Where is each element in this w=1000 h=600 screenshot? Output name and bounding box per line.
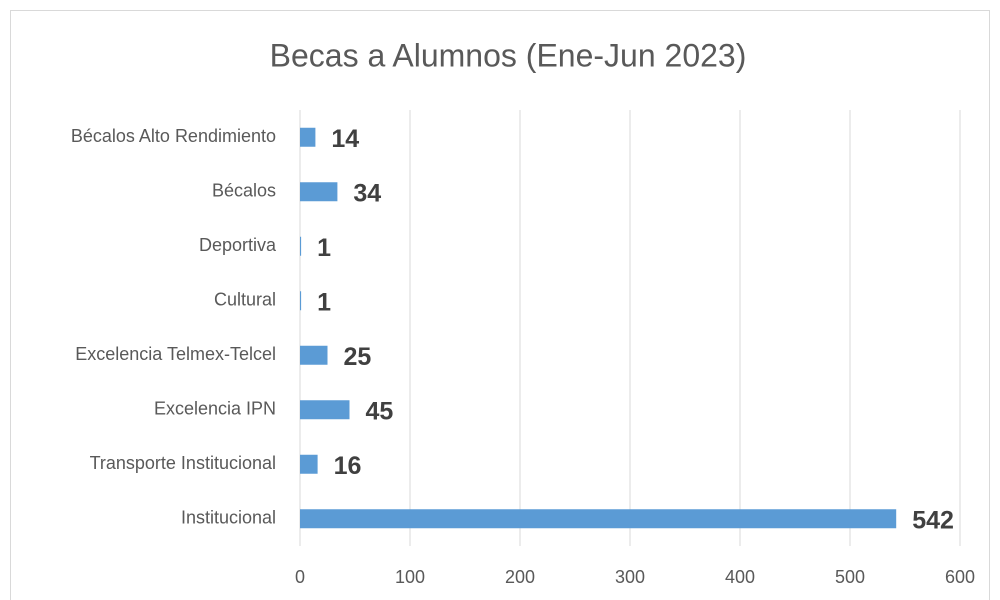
bar [300, 182, 338, 202]
y-tick-label: Excelencia Telmex-Telcel [75, 344, 276, 364]
value-label: 1 [317, 234, 331, 262]
value-label: 14 [331, 125, 359, 153]
y-tick-label: Deportiva [199, 235, 277, 255]
value-label: 542 [912, 506, 954, 534]
y-tick-label: Cultural [214, 290, 276, 310]
chart-title: Becas a Alumnos (Ene-Jun 2023) [270, 37, 747, 73]
bar [300, 291, 302, 311]
x-tick-label: 300 [615, 567, 645, 587]
chart-frame [10, 10, 990, 600]
value-label: 25 [344, 343, 372, 371]
value-label: 34 [353, 179, 381, 207]
bar [300, 127, 316, 147]
y-tick-label: Transporte Institucional [90, 453, 276, 473]
value-label: 45 [366, 397, 394, 425]
value-label: 1 [317, 288, 331, 316]
y-tick-label: Bécalos Alto Rendimiento [71, 126, 276, 146]
x-tick-label: 100 [395, 567, 425, 587]
x-tick-label: 0 [295, 567, 305, 587]
y-tick-label: Bécalos [212, 181, 276, 201]
bar [300, 454, 318, 474]
x-tick-label: 200 [505, 567, 535, 587]
bar [300, 345, 328, 365]
bar [300, 236, 302, 256]
bar [300, 509, 897, 529]
bar [300, 400, 350, 420]
y-tick-label: Institucional [181, 508, 276, 528]
y-tick-label: Excelencia IPN [154, 399, 276, 419]
x-tick-label: 600 [945, 567, 975, 587]
value-label: 16 [334, 452, 362, 480]
x-tick-label: 500 [835, 567, 865, 587]
x-tick-label: 400 [725, 567, 755, 587]
